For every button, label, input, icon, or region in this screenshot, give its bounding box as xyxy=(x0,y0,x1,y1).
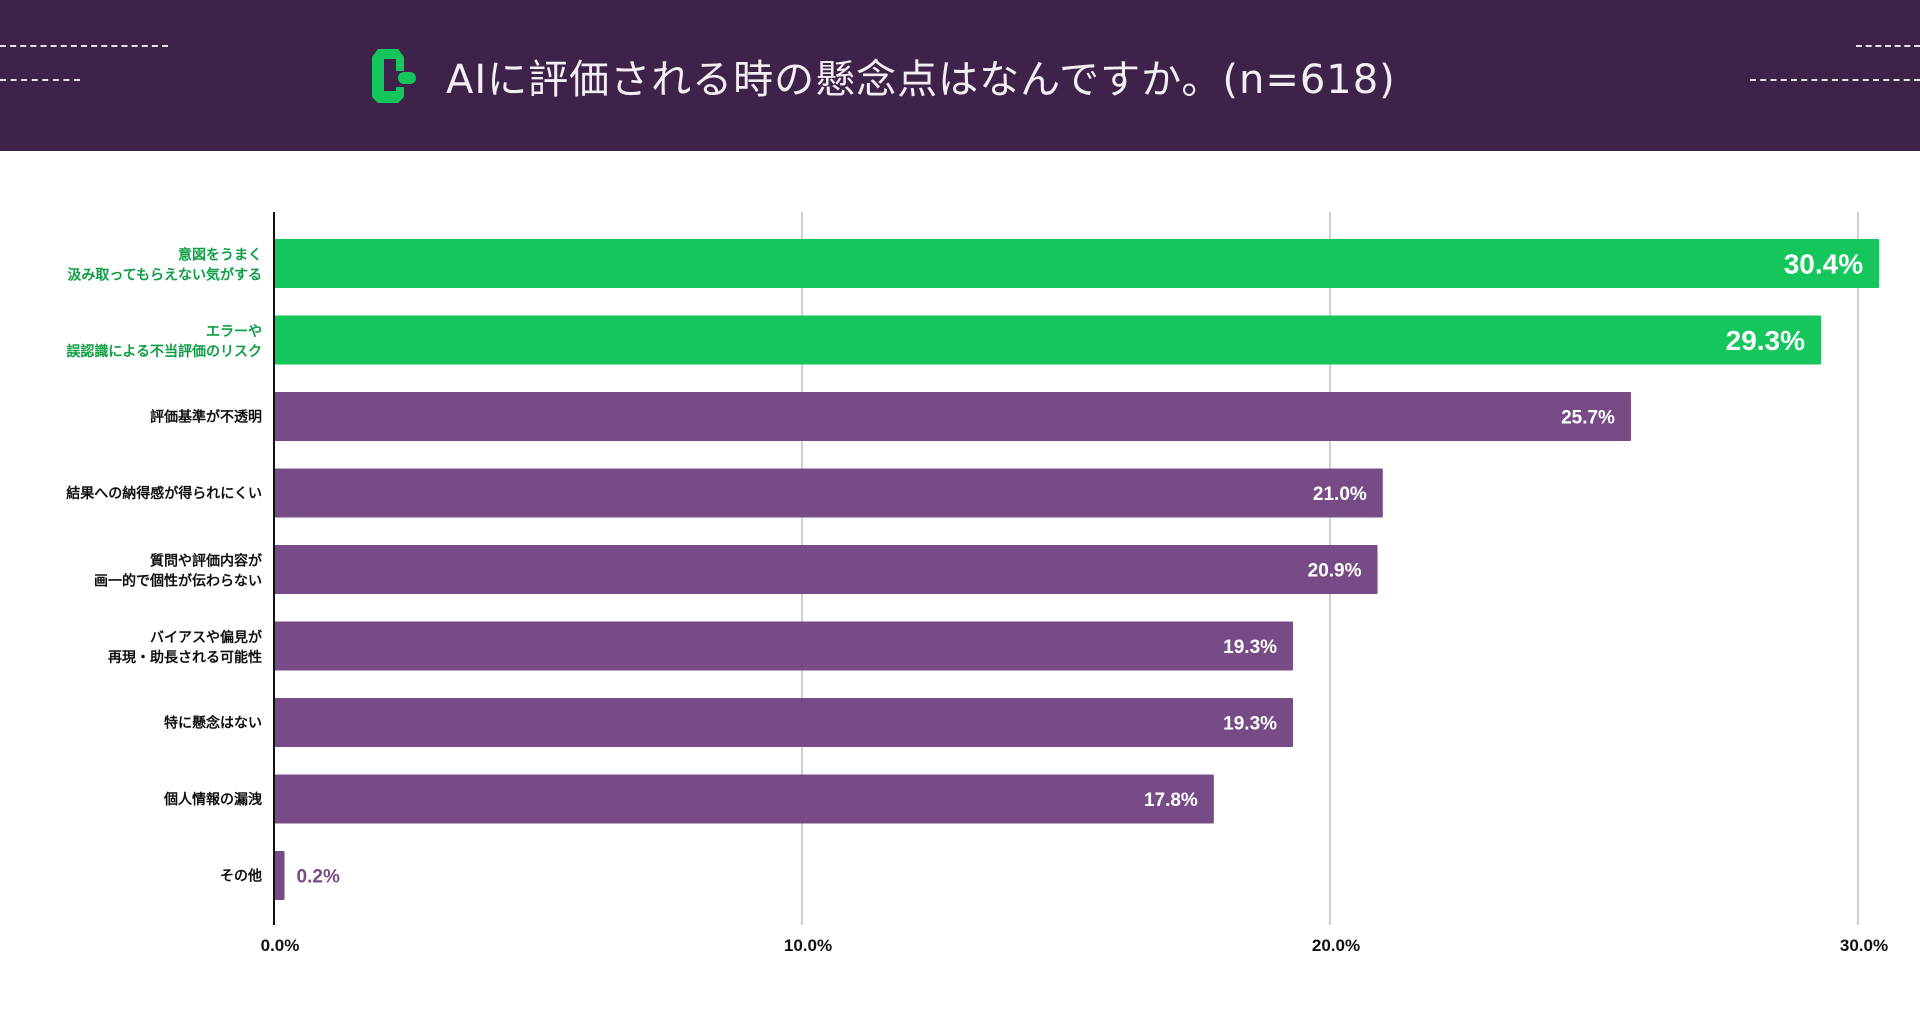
category-label: 個人情報の漏洩 xyxy=(163,791,262,808)
x-tick-label: 10.0% xyxy=(784,936,832,955)
x-tick-label: 30.0% xyxy=(1840,936,1888,955)
category-label: エラーや xyxy=(206,324,262,340)
bar xyxy=(274,468,1383,518)
category-label: 画一的で個性が伝わらない xyxy=(94,573,262,590)
decor-dash xyxy=(0,79,80,81)
category-label: その他 xyxy=(220,868,262,885)
bar xyxy=(274,698,1294,747)
bar xyxy=(274,315,1822,365)
header-banner: AIに評価される時の懸念点はなんですか。(n=618) xyxy=(0,0,1920,151)
category-label: 結果への納得感が得られにくい xyxy=(66,485,262,502)
x-tick-label: 0.0% xyxy=(261,936,300,955)
category-label: 質問や評価内容が xyxy=(150,553,263,570)
bar xyxy=(274,774,1214,824)
category-label: 汲み取ってもらえない気がする xyxy=(67,267,262,284)
category-label: 再現・助長される可能性 xyxy=(108,649,262,666)
decor-dash xyxy=(1750,79,1920,81)
bar xyxy=(274,239,1880,288)
data-label: 17.8% xyxy=(1144,790,1198,811)
category-label: 特に懸念はない xyxy=(164,715,262,732)
data-label: 21.0% xyxy=(1313,484,1367,505)
brand-logo-icon xyxy=(372,49,416,103)
decor-dash xyxy=(1856,45,1920,47)
data-label: 19.3% xyxy=(1223,714,1277,735)
category-label: 意図をうまく xyxy=(178,247,262,264)
category-label: バイアスや偏見が xyxy=(150,629,263,646)
bar xyxy=(274,545,1378,594)
decor-dash xyxy=(0,45,168,47)
data-label: 0.2% xyxy=(297,867,340,888)
x-tick-label: 20.0% xyxy=(1312,936,1360,955)
bar xyxy=(274,392,1631,441)
data-label: 20.9% xyxy=(1308,561,1362,582)
bar xyxy=(274,621,1294,671)
data-label: 29.3% xyxy=(1726,325,1805,356)
bar xyxy=(274,851,285,900)
data-label: 25.7% xyxy=(1561,408,1615,429)
data-label: 30.4% xyxy=(1784,249,1863,280)
category-label: 評価基準が不透明 xyxy=(150,409,262,426)
chart-title: AIに評価される時の懸念点はなんですか。(n=618) xyxy=(446,57,1396,103)
category-label: 誤認識による不当評価のリスク xyxy=(66,343,262,360)
data-label: 19.3% xyxy=(1223,637,1277,658)
